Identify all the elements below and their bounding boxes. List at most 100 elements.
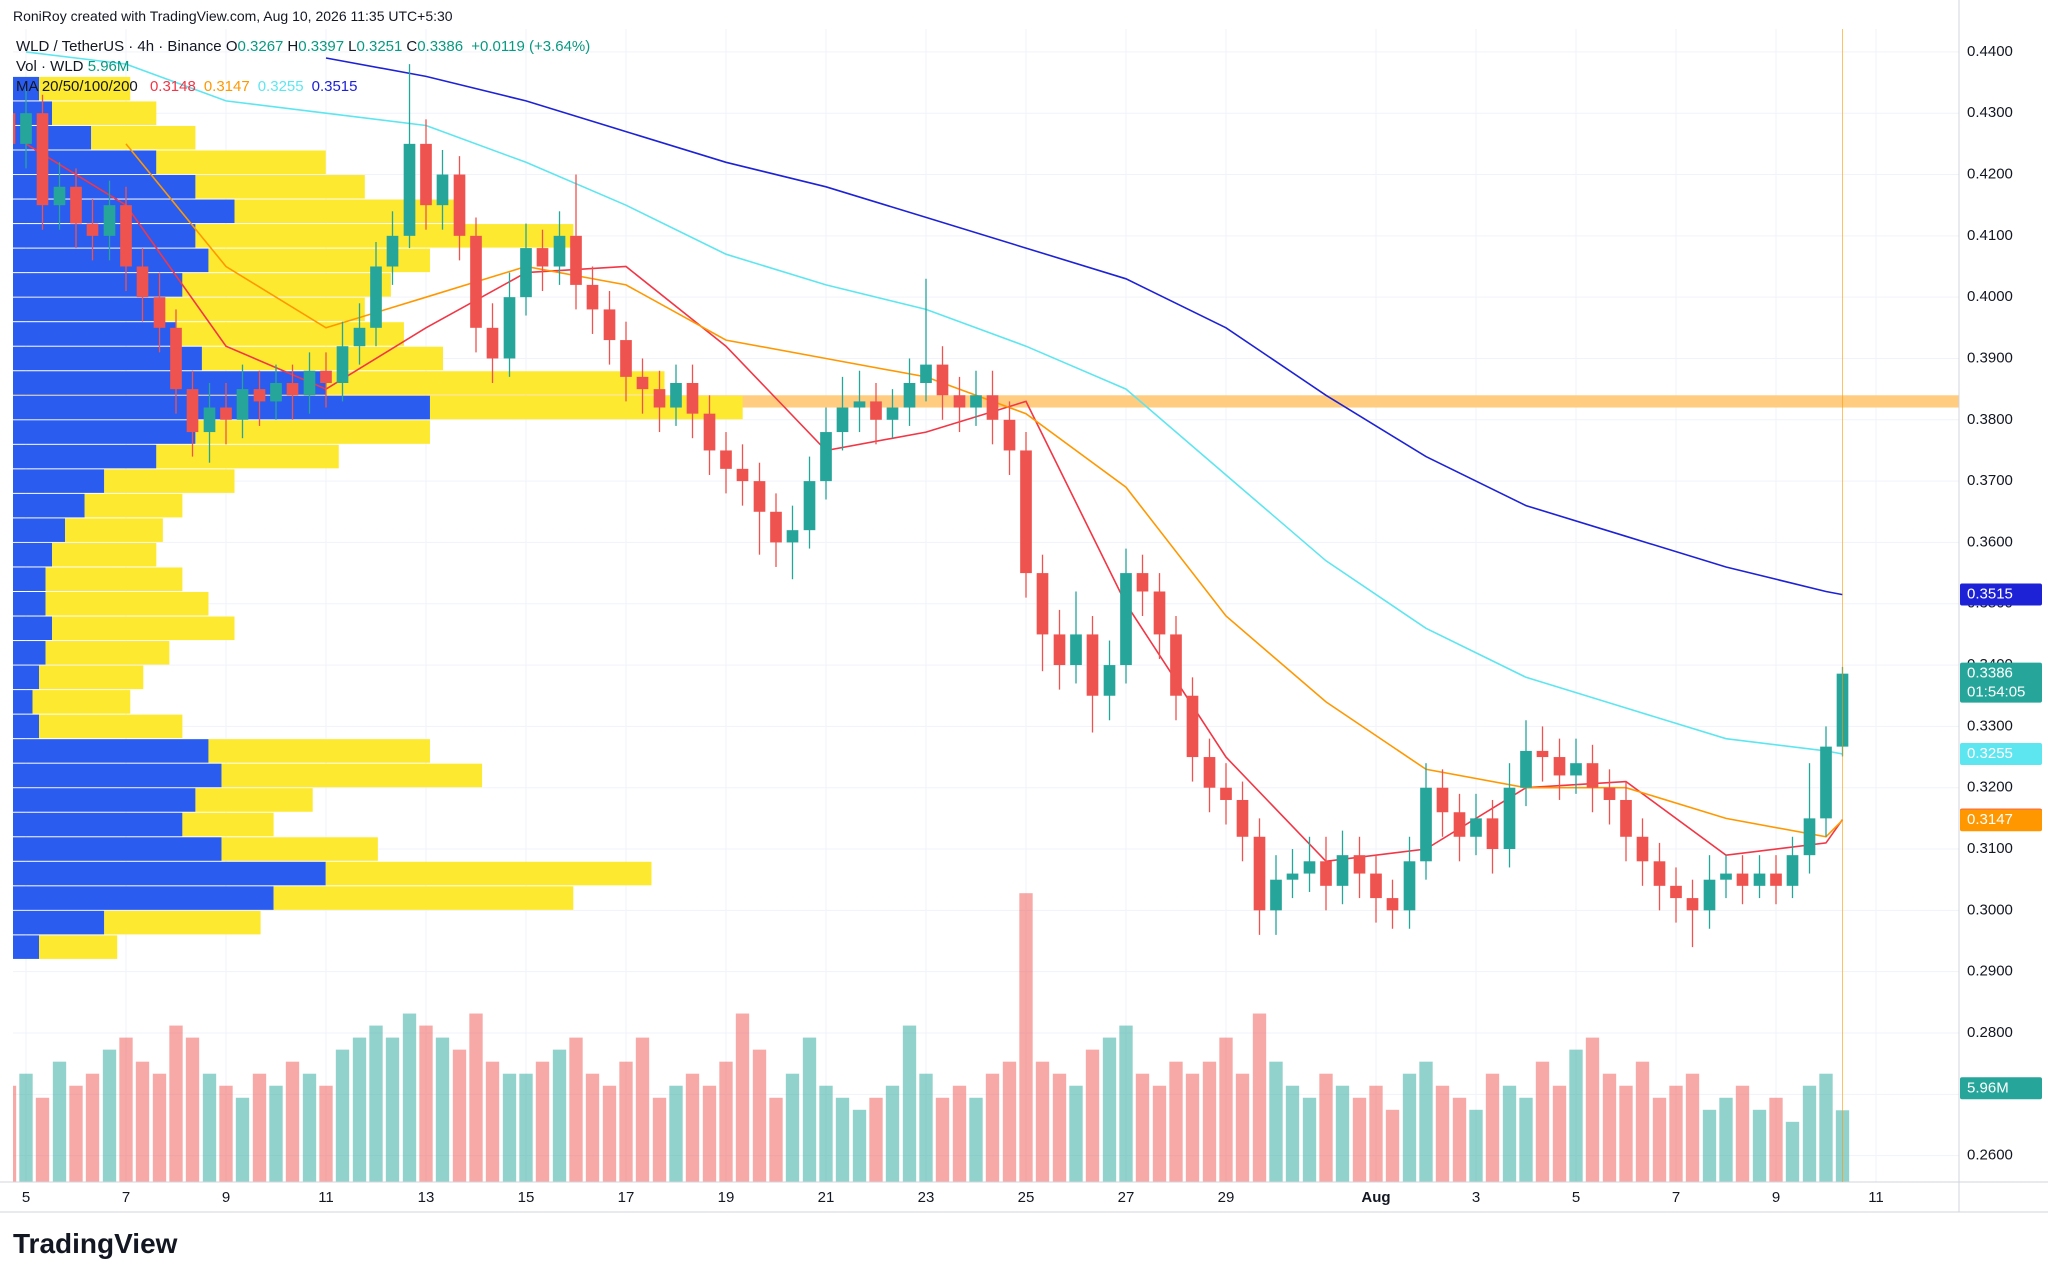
profile-up [13,469,105,493]
volume-bar [285,1061,300,1182]
profile-up [13,346,202,371]
candle [903,358,916,426]
candle-body [653,389,666,408]
candle [803,456,816,549]
profile-up [13,935,40,959]
candle [1386,879,1399,929]
candle-body [370,266,382,328]
volume-bar [252,1073,267,1182]
candle-body [1786,855,1799,886]
volume-bar [1352,1097,1367,1182]
volume-bar [619,1061,633,1182]
candle [486,303,499,384]
candle [753,462,766,555]
volume-bar [352,1037,367,1182]
candle-body [303,370,316,396]
candle-body [770,511,782,543]
candle [1320,836,1332,911]
candle [1753,855,1766,899]
candle-body [1603,787,1616,800]
profile-down [156,150,326,175]
y-tick-label: 0.3900 [1967,349,2013,366]
volume-bar [169,1025,183,1182]
volume-bar [1219,1037,1233,1182]
volume-bar [1169,1061,1183,1182]
candle [1470,793,1482,856]
profile-up [13,248,209,273]
candle-body [1486,818,1499,850]
x-tick-label: 3 [1472,1189,1480,1206]
volume-bar [1735,1085,1750,1182]
candle-body [1736,873,1749,886]
candle [820,407,832,500]
y-tick-label: 0.2800 [1967,1024,2013,1041]
candle-body [1386,898,1399,911]
candle [13,113,16,144]
candle [1703,855,1716,929]
y-tick-label: 0.3300 [1967,717,2013,734]
y-tick-label: 0.3600 [1967,533,2013,550]
candle-body [870,401,882,420]
volume-bar [1185,1073,1200,1182]
ma-badge-label: 0.3147 [1967,811,2013,828]
volume-bar [52,1061,67,1182]
profile-down [182,273,391,297]
moving-average [125,143,1844,838]
candle-body [1403,861,1416,911]
volume-bar [185,1037,200,1182]
profile-up [13,125,92,150]
change: +0.0119 (+3.64%) [471,38,591,55]
volume-bar [1052,1073,1067,1182]
profile-down [52,542,157,567]
y-tick-label: 0.3800 [1967,411,2013,428]
volume-bar [1252,1013,1267,1182]
volume-bar [152,1073,167,1182]
candle [1236,781,1249,862]
profile-down [32,690,131,714]
candle-body [1336,855,1349,886]
field-value: 0.3251 [356,38,403,55]
volume-bar [1269,1061,1283,1182]
profile-up [13,763,222,788]
candle [736,444,749,506]
candle-body [1820,746,1832,819]
candle-body [903,383,916,408]
candle-body [1686,898,1699,911]
plot-area [13,29,1959,1182]
profile-up [13,322,176,346]
candle [1786,836,1799,899]
x-tick-label: 13 [418,1189,435,1206]
ma-badge [1960,742,2042,765]
volume-bar [485,1061,500,1182]
profile-down [221,837,378,861]
candle [1603,769,1616,825]
profile-down [208,739,430,763]
candle [1153,573,1166,659]
candle-body [570,235,582,285]
ma-badge [1960,809,2042,832]
profile-down [39,665,144,690]
profile-down [45,591,209,616]
y-tick-label: 0.3200 [1967,779,2013,796]
volume-bar [685,1073,700,1182]
volume-bar [1519,1097,1533,1182]
header: RoniRoy created with TradingView.com, Au… [13,8,453,24]
candle-body [686,383,699,414]
candle [1453,793,1466,862]
profile-down [201,346,444,371]
candle [1536,726,1549,782]
volume-bar [1202,1061,1217,1182]
candle [103,180,116,261]
volume-bar [1585,1037,1600,1182]
volume-bar [1719,1097,1733,1182]
field-value: 0.3386 [417,38,464,55]
profile-down [104,910,261,935]
y-tick-label: 0.3100 [1967,840,2013,857]
candle-body [1070,634,1082,666]
volume-bar [1769,1097,1783,1182]
y-tick-label: 0.3700 [1967,472,2013,489]
candle [1003,401,1016,475]
profile-up [13,150,157,175]
candle [403,64,416,249]
x-tick-label: 25 [1018,1189,1035,1206]
